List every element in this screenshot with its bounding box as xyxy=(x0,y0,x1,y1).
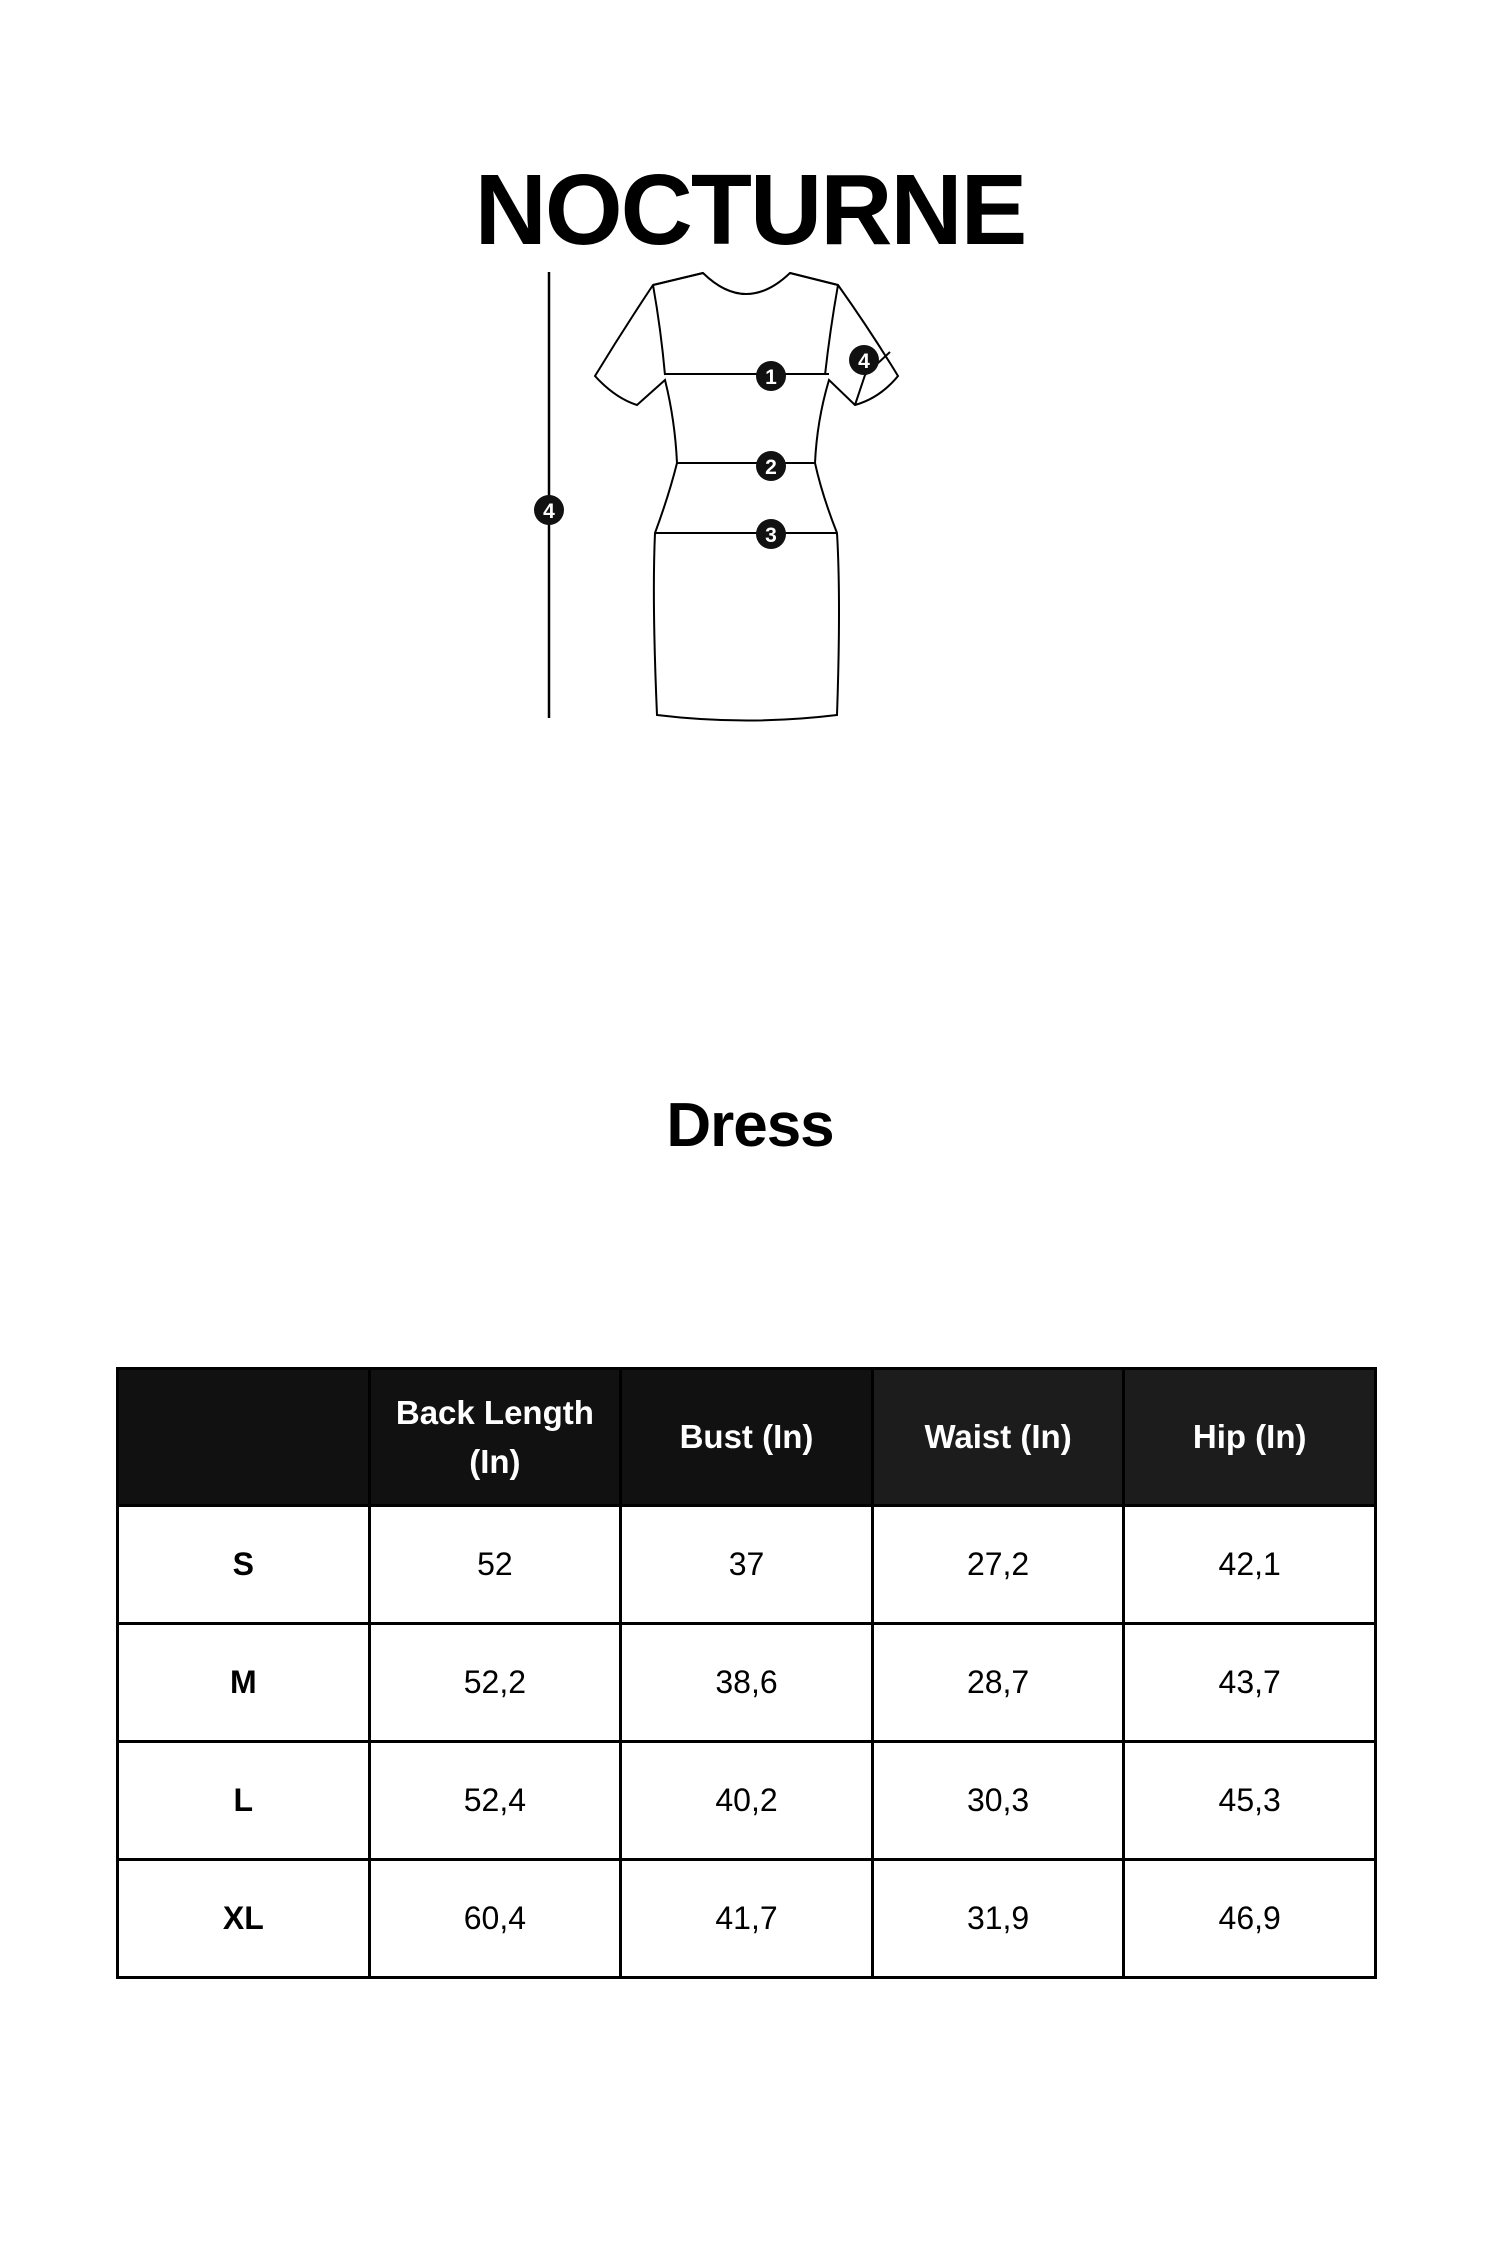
marker-waist: 2 xyxy=(756,451,786,481)
sleeve-line xyxy=(854,351,891,406)
header-size xyxy=(116,1367,371,1507)
svg-text:3: 3 xyxy=(765,524,777,547)
size-chart-table: Back Length (In) Bust (In) Waist (In) Hi… xyxy=(116,1367,1377,1979)
cell-back-length: 52,2 xyxy=(367,1622,623,1743)
cell-hip: 46,9 xyxy=(1122,1858,1377,1979)
header-back-length: Back Length (In) xyxy=(367,1367,623,1507)
cell-bust: 37 xyxy=(619,1504,874,1625)
svg-text:4: 4 xyxy=(858,350,870,373)
cell-hip: 43,7 xyxy=(1122,1622,1377,1743)
dress-outline xyxy=(593,271,900,722)
table-row: M 52,2 38,6 28,7 43,7 xyxy=(116,1622,1377,1743)
cell-size: M xyxy=(116,1622,371,1743)
cell-bust: 40,2 xyxy=(619,1740,874,1861)
cell-waist: 27,2 xyxy=(870,1504,1126,1625)
cell-size: XL xyxy=(116,1858,371,1979)
header-hip: Hip (In) xyxy=(1122,1367,1377,1507)
cell-waist: 28,7 xyxy=(870,1622,1126,1743)
marker-hip: 3 xyxy=(756,519,786,549)
table-row: S 52 37 27,2 42,1 xyxy=(116,1504,1377,1625)
header-bust: Bust (In) xyxy=(619,1367,874,1507)
cell-back-length: 52,4 xyxy=(367,1740,623,1861)
dress-measurement-diagram: 1 2 3 4 4 xyxy=(534,271,900,722)
dress-seams xyxy=(652,272,839,376)
marker-bust: 1 xyxy=(756,361,786,391)
cell-hip: 45,3 xyxy=(1122,1740,1377,1861)
table-header-row: Back Length (In) Bust (In) Waist (In) Hi… xyxy=(116,1367,1377,1507)
svg-text:4: 4 xyxy=(543,500,555,523)
header-waist: Waist (In) xyxy=(870,1367,1126,1507)
brand-logo: NOCTURNE xyxy=(474,154,1028,266)
cell-size: S xyxy=(116,1504,371,1625)
cell-bust: 41,7 xyxy=(619,1858,874,1979)
cell-waist: 31,9 xyxy=(870,1858,1126,1979)
cell-back-length: 52 xyxy=(367,1504,623,1625)
marker-sleeve: 4 xyxy=(849,345,879,375)
table-row: L 52,4 40,2 30,3 45,3 xyxy=(116,1740,1377,1861)
cell-waist: 30,3 xyxy=(870,1740,1126,1861)
svg-text:1: 1 xyxy=(765,366,777,389)
svg-text:2: 2 xyxy=(765,456,777,479)
cell-bust: 38,6 xyxy=(619,1622,874,1743)
table-row: XL 60,4 41,7 31,9 46,9 xyxy=(116,1858,1377,1979)
cell-size: L xyxy=(116,1740,371,1861)
marker-length: 4 xyxy=(534,495,564,525)
cell-back-length: 60,4 xyxy=(367,1858,623,1979)
cell-hip: 42,1 xyxy=(1122,1504,1377,1625)
garment-label: Dress xyxy=(666,1091,834,1160)
